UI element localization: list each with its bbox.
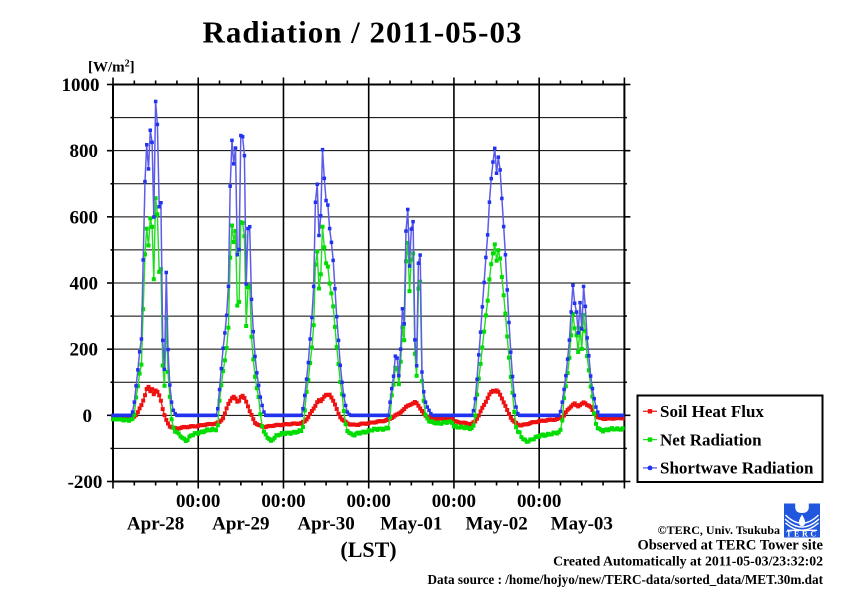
svg-text:Created Automatically at 2011-: Created Automatically at 2011-05-03/23:3… [553, 554, 823, 569]
svg-text:600: 600 [70, 207, 99, 228]
svg-text:Radiation / 2011-05-03: Radiation / 2011-05-03 [203, 15, 523, 50]
svg-text:May-03: May-03 [551, 514, 613, 535]
svg-text:May-01: May-01 [380, 514, 442, 535]
svg-text:200: 200 [70, 340, 99, 361]
svg-text:00:00: 00:00 [347, 491, 391, 512]
svg-text:-200: -200 [68, 472, 103, 493]
svg-text:400: 400 [70, 274, 99, 295]
svg-text:0: 0 [83, 406, 93, 427]
svg-text:Apr-30: Apr-30 [297, 514, 354, 535]
svg-text:00:00: 00:00 [261, 491, 305, 512]
svg-text:[W/m2]: [W/m2] [88, 59, 135, 76]
svg-text:00:00: 00:00 [432, 491, 476, 512]
svg-text:Shortwave Radiation: Shortwave Radiation [660, 459, 814, 478]
svg-text:00:00: 00:00 [176, 491, 220, 512]
svg-text:TERC: TERC [786, 530, 819, 539]
svg-text:May-02: May-02 [465, 514, 527, 535]
svg-text:(LST): (LST) [340, 537, 396, 562]
svg-text:Apr-28: Apr-28 [127, 514, 184, 535]
svg-text:Net Radiation: Net Radiation [660, 430, 762, 449]
svg-text:Apr-29: Apr-29 [212, 514, 269, 535]
svg-text:Data source : /home/hojyo/new/: Data source : /home/hojyo/new/TERC-data/… [428, 572, 824, 587]
svg-text:00:00: 00:00 [517, 491, 561, 512]
svg-text:©TERC, Univ. Tsukuba: ©TERC, Univ. Tsukuba [658, 523, 780, 537]
svg-text:1000: 1000 [62, 75, 100, 96]
svg-text:800: 800 [70, 141, 99, 162]
svg-text:Observed at TERC Tower site: Observed at TERC Tower site [637, 538, 823, 554]
svg-text:Soil Heat Flux: Soil Heat Flux [660, 402, 764, 421]
